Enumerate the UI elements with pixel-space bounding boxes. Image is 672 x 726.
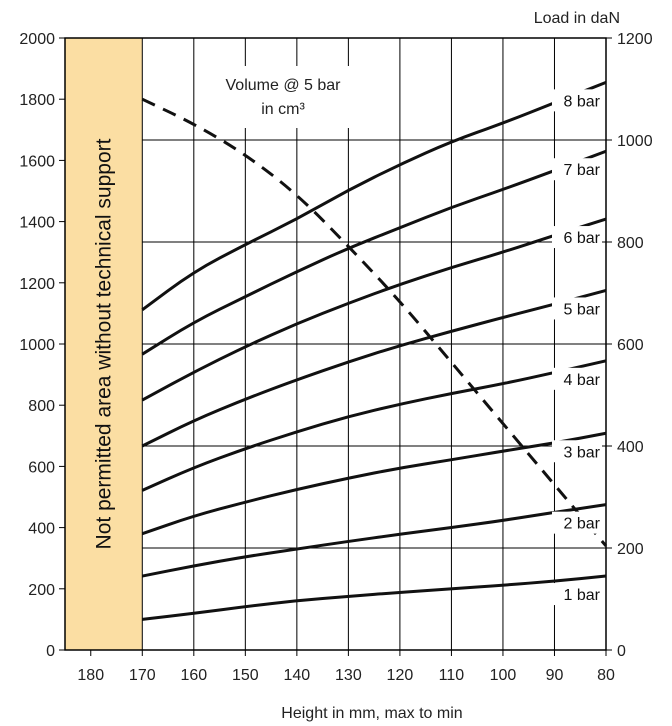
series-label-5-bar: 5 bar [564, 301, 601, 318]
series-label-bg [552, 89, 602, 112]
series-label-bg [552, 583, 602, 606]
tick-labels: 180 170 160 150 140 130 120 110 100 90 80020040060… [19, 31, 652, 684]
series-lines [141, 80, 608, 621]
series-label-bg [552, 511, 602, 534]
y-tick-label: 1200 [19, 276, 55, 293]
annotation-background [212, 66, 362, 128]
annotation-line-1: Volume @ 5 bar [226, 77, 342, 94]
series-line-5-bar [141, 289, 607, 448]
series-label-bg [552, 367, 602, 390]
y-tick-label: 1600 [19, 153, 55, 170]
restricted-zone [65, 38, 143, 650]
x-axis-title: Height in mm, max to min [281, 705, 462, 722]
y2-tick-label: 200 [617, 541, 644, 558]
plot-frame [64, 37, 607, 651]
series-line-1-bar [142, 574, 607, 621]
series-label-2-bar: 2 bar [564, 516, 601, 533]
series-label-bg [552, 440, 602, 463]
y2-tick-label: 600 [617, 337, 644, 354]
series-label-6-bar: 6 bar [564, 230, 601, 247]
x-tick-label: 180 [77, 667, 104, 684]
x-tick-label: 160 [180, 667, 207, 684]
x-tick-label: 130 [335, 667, 362, 684]
x-tick-label: 120 [387, 667, 414, 684]
y2-tick-label: 1000 [617, 133, 653, 150]
series-label-3-bar: 3 bar [564, 444, 601, 461]
series-label-4-bar: 4 bar [564, 372, 601, 389]
x-tick-label: 170 [129, 667, 156, 684]
series-line-volume-5-bar [141, 97, 608, 547]
series-line-7-bar [141, 149, 607, 356]
x-tick-label: 80 [597, 667, 615, 684]
x-tick-label: 140 [284, 667, 311, 684]
y-tick-label: 200 [28, 582, 55, 599]
y2-tick-label: 1200 [617, 31, 653, 48]
series-labels: 8 bar 7 bar 6 bar 5 bar 4 bar 3 bar 2 bar 1 bar [552, 89, 602, 606]
y2-tick-label: 0 [617, 643, 626, 660]
series-label-1-bar: 1 bar [564, 587, 601, 604]
y-tick-label: 400 [28, 521, 55, 538]
y2-tick-label: 800 [617, 235, 644, 252]
series-label-7-bar: 7 bar [564, 162, 601, 179]
series-label-bg [552, 226, 602, 249]
x-tick-label: 110 [439, 667, 465, 684]
series-line-3-bar [141, 431, 607, 536]
y-tick-label: 1800 [19, 92, 55, 109]
x-tick-label: 90 [546, 667, 564, 684]
x-tick-label: 100 [490, 667, 517, 684]
series-line-8-bar [141, 80, 607, 312]
y2-tick-label: 400 [617, 439, 644, 456]
series-label-8-bar: 8 bar [564, 93, 601, 110]
grid [59, 37, 612, 656]
y-tick-label: 2000 [19, 31, 55, 48]
y-tick-label: 600 [28, 459, 55, 476]
y-tick-label: 800 [28, 398, 55, 415]
y-tick-label: 0 [46, 643, 55, 660]
y-tick-label: 1400 [19, 215, 55, 232]
series-line-2-bar [141, 503, 607, 578]
series-label-bg [552, 297, 602, 320]
restricted-zone-label: Not permitted area without technical sup… [93, 138, 116, 549]
annotation-line-2: in cm³ [261, 101, 305, 118]
right-axis-title: Load in daN [534, 10, 620, 27]
series-line-6-bar [141, 217, 607, 402]
y-tick-label: 1000 [19, 337, 55, 354]
series-line-4-bar [141, 359, 607, 492]
series-label-bg [552, 158, 602, 181]
x-tick-label: 150 [232, 667, 259, 684]
